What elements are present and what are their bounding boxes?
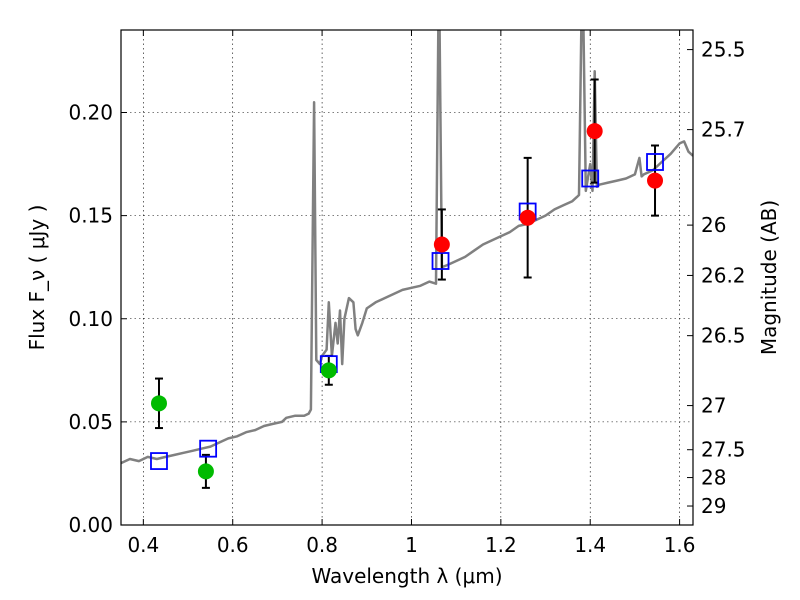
y-tick-label: 0.10: [68, 307, 113, 331]
model-square-marker: [199, 439, 218, 458]
model-square-marker: [431, 252, 450, 270]
x-tick-label: 0.8: [306, 533, 338, 557]
spectrum-line: [121, 30, 693, 465]
red-data-point: [519, 209, 536, 226]
x-tick-label: 1.2: [485, 533, 517, 557]
red-data-point: [433, 236, 450, 253]
right-tick-label: 29: [701, 494, 726, 518]
red-data-point: [647, 172, 664, 189]
x-tick-label: 0.4: [127, 533, 159, 557]
green-data-point: [320, 362, 337, 379]
model-square-marker: [581, 169, 600, 188]
spectrum-layer: [121, 30, 693, 465]
y-axis-right-label: Magnitude (AB): [757, 200, 781, 355]
y-axis-label-text: Flux F_ν ( μJy ): [25, 205, 49, 351]
y-tick-label: 0.05: [68, 410, 113, 434]
x-tick-label: 1: [405, 533, 418, 557]
green-data-point: [197, 463, 214, 480]
right-tick-label: 25.7: [701, 118, 746, 142]
red-data-point: [586, 123, 603, 140]
green-data-point: [150, 395, 167, 412]
y-tick-label: 0.00: [68, 513, 113, 537]
right-tick-label: 26.2: [701, 263, 746, 287]
grid-lines: [121, 30, 693, 526]
markers-layer: [150, 78, 664, 489]
y-axis-right-label-text: Magnitude (AB): [757, 200, 781, 355]
plot-frame: [120, 29, 694, 526]
model-square-marker: [150, 452, 168, 470]
x-tick-label: 1.4: [574, 533, 606, 557]
y-axis-label: Flux F_ν ( μJy ): [25, 205, 49, 351]
x-tick-label: 0.6: [217, 533, 249, 557]
x-axis-label-text: Wavelength λ (μm): [311, 564, 502, 588]
x-tick-label: 1.6: [664, 533, 696, 557]
model-square-marker: [646, 153, 664, 171]
ticks-layer: 0.4 0.6 0.8 1 1.2 1.4 1.6 0.00 0.05 0.10 0.15 0.20 2…: [68, 30, 746, 557]
right-tick-label: 26: [701, 213, 726, 237]
x-axis-label: Wavelength λ (μm): [311, 564, 502, 588]
right-tick-label: 27: [701, 394, 726, 418]
right-tick-label: 26.5: [701, 324, 746, 348]
right-tick-label: 28: [701, 466, 726, 490]
y-tick-label: 0.20: [68, 101, 113, 125]
right-tick-label: 27.5: [701, 438, 746, 462]
right-tick-label: 25.5: [701, 38, 746, 62]
y-tick-label: 0.15: [68, 204, 113, 228]
